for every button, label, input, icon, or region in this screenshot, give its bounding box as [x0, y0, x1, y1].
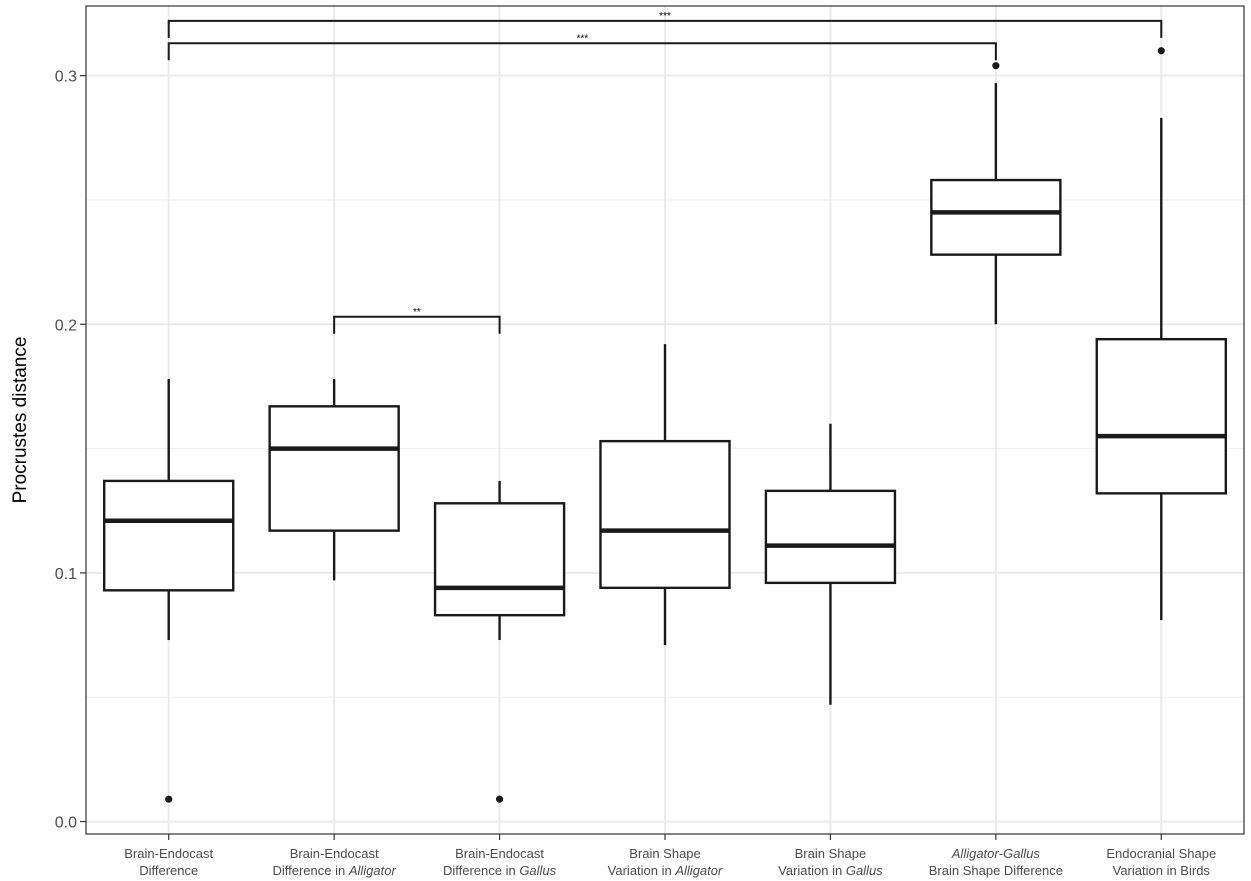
bracket-line [167, 42, 997, 61]
x-tick-label-segment: Variation in Birds [1113, 863, 1211, 878]
outlier-point [1157, 47, 1165, 55]
x-tick-label: Endocranial Shape Variation in Birds [1106, 846, 1216, 878]
bracket-line [167, 19, 1163, 38]
x-tick-label-segment: Variation in [608, 863, 676, 878]
x-tick-label-segment: Brain-Endocast [290, 846, 379, 861]
x-tick-label-segment: Brain-Endocast [124, 846, 213, 861]
outlier-point [495, 795, 504, 803]
x-tick-label-segment: Brain Shape [629, 846, 701, 861]
x-tick-label: Brain-Endocast Difference [124, 846, 213, 878]
x-tick-label-segment: Alligator [951, 846, 1000, 861]
outlier-point [165, 795, 173, 803]
significance-label: *** [576, 33, 588, 44]
x-tick-label: Brain-Endocast Difference in Gallus [443, 846, 557, 878]
box-3 [433, 480, 566, 803]
box-iqr [102, 479, 235, 592]
significance-bracket-3: ** [333, 307, 501, 334]
x-tick-label-segment: Gallus [519, 863, 556, 878]
box-5 [764, 423, 897, 705]
box-6 [930, 62, 1062, 325]
x-tick-label: Brain Shape Variation in Gallus [778, 846, 883, 878]
box-iqr [1095, 337, 1228, 495]
box-iqr [930, 178, 1062, 256]
significance-bracket-2: *** [167, 33, 997, 61]
box-iqr [599, 439, 731, 590]
x-tick-label: Alligator-Gallus Brain Shape Difference [929, 846, 1063, 878]
x-tick-label: Brain Shape Variation in Alligator [608, 846, 723, 878]
x-tick-label-segment: Alligator [348, 863, 397, 878]
bracket-line [333, 315, 501, 334]
box-1 [102, 378, 235, 803]
x-tick-label-segment: Brain Shape Difference [929, 863, 1063, 878]
x-tick-label-segment: Gallus [1003, 846, 1040, 861]
x-tick-label-segment: Endocranial Shape [1106, 846, 1216, 861]
x-tick-label: Brain-Endocast Difference in Alligator [272, 846, 396, 878]
x-tick-label-segment: - [999, 846, 1003, 861]
y-tick-label: 0.2 [55, 317, 77, 334]
box-iqr [433, 502, 566, 617]
x-tick-label-segment: Brain Shape [795, 846, 867, 861]
y-tick-label: 0.3 [55, 69, 77, 86]
box-iqr [764, 489, 897, 585]
x-axis: Brain-Endocast Difference Brain-Endocast Di… [124, 834, 1216, 878]
box-iqr [268, 405, 400, 532]
x-tick-label-segment: Difference in [272, 863, 348, 878]
box-4 [599, 344, 731, 646]
y-tick-label: 0.0 [55, 815, 77, 832]
x-tick-label-segment: Alligator [674, 863, 723, 878]
x-tick-label-segment: Variation in [778, 863, 846, 878]
box-series [102, 47, 1228, 803]
box-2 [268, 378, 400, 581]
significance-label: *** [659, 11, 671, 22]
significance-brackets: ******** [167, 11, 1163, 334]
box-7 [1095, 47, 1228, 621]
outlier-point [992, 62, 1000, 70]
y-axis: 0.0 0.1 0.2 0.3 [55, 69, 86, 832]
x-tick-label-segment: Gallus [846, 863, 883, 878]
y-tick-label: 0.1 [55, 566, 77, 583]
y-axis-label: Procrustes distance [10, 337, 31, 504]
x-tick-label-segment: Brain-Endocast [455, 846, 544, 861]
x-tick-label-segment: Difference in [443, 863, 519, 878]
significance-label: ** [413, 307, 421, 318]
significance-bracket-1: *** [167, 11, 1163, 38]
x-tick-label-segment: Difference [139, 863, 198, 878]
